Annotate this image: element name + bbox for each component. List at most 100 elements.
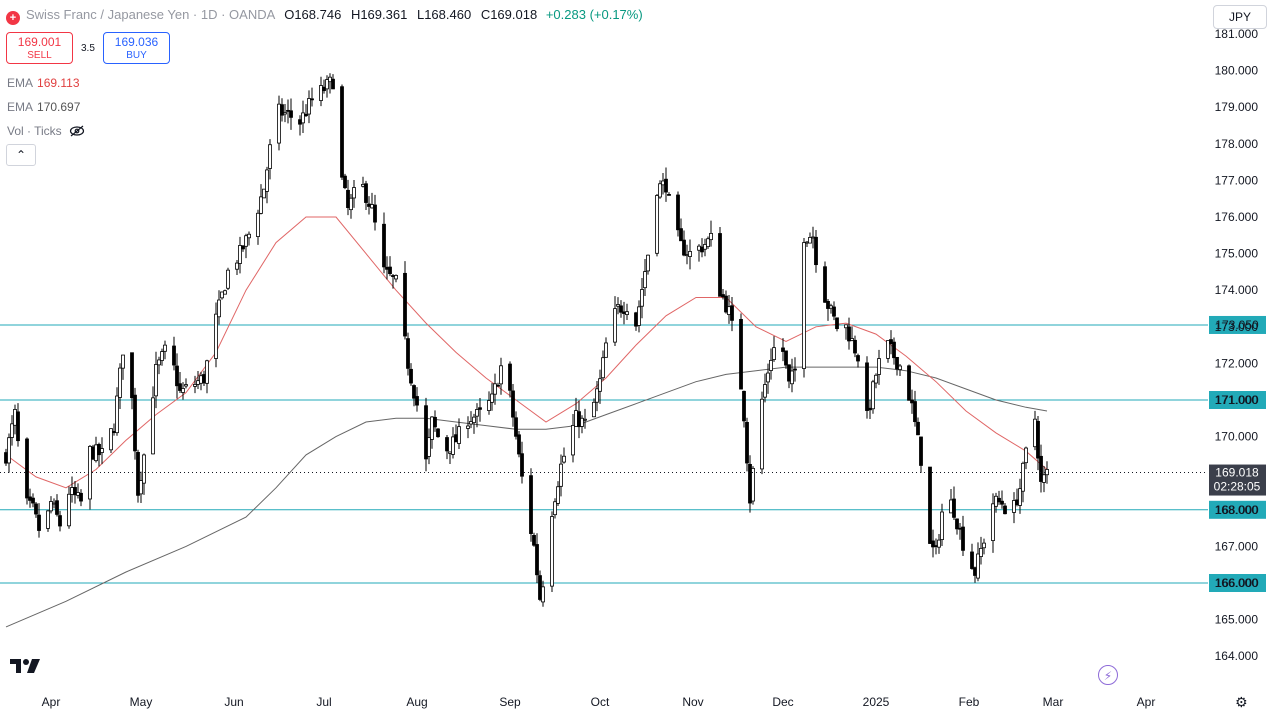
candle-body <box>640 289 644 307</box>
candle-body <box>55 500 59 515</box>
low-label: L <box>416 7 425 22</box>
candle-body <box>457 426 461 444</box>
candle-body <box>745 421 749 464</box>
level-label: 171.000 <box>1215 393 1259 407</box>
candle-body <box>1039 455 1043 482</box>
candle-body <box>1033 418 1037 448</box>
candle-body <box>979 547 983 557</box>
candle-body <box>361 183 365 187</box>
candle-body <box>178 383 182 391</box>
ema-slow-legend[interactable]: EMA 170.697 <box>7 100 80 114</box>
candle-body <box>1000 500 1004 505</box>
candle-body <box>79 492 83 502</box>
y-tick-label: 174.000 <box>1215 283 1259 297</box>
candle-body <box>934 545 938 548</box>
candle-body <box>916 421 920 436</box>
change-value: +0.283 (+0.17%) <box>545 7 643 22</box>
candle-body <box>328 76 332 83</box>
candle-body <box>100 448 104 453</box>
candle-body <box>298 119 302 125</box>
candle-body <box>793 368 797 371</box>
candle-body <box>121 354 125 369</box>
candle-body <box>931 540 935 548</box>
moving-averages <box>5 216 1048 628</box>
candle-body <box>541 586 545 603</box>
candle-body <box>394 274 398 280</box>
candle-body <box>892 341 896 359</box>
candle-body <box>538 575 542 600</box>
collapse-legend-button[interactable]: ⌃ <box>6 144 36 166</box>
candle-body <box>823 266 827 303</box>
buy-button[interactable]: 169.036 BUY <box>103 32 170 64</box>
flag-icon[interactable]: + <box>6 11 20 25</box>
level-label-bg <box>1209 500 1266 519</box>
candle-body <box>181 388 185 393</box>
candle-body <box>262 188 266 199</box>
candle-body <box>682 239 686 256</box>
candle-body <box>265 169 269 192</box>
high-value: 169.361 <box>360 7 408 22</box>
ema-fast-legend[interactable]: EMA 169.113 <box>7 76 80 90</box>
gear-icon[interactable]: ⚙ <box>1235 694 1248 710</box>
level-label: 166.000 <box>1215 576 1259 590</box>
ema-fast-line <box>5 216 1048 489</box>
candle-body <box>469 421 473 425</box>
candle-body <box>865 362 869 411</box>
candle-body <box>748 463 752 504</box>
candle-body <box>811 236 815 239</box>
y-tick-label: 172.000 <box>1215 356 1259 370</box>
eye-off-icon[interactable] <box>69 125 85 137</box>
candle-body <box>163 344 167 352</box>
sell-button[interactable]: 169.001 SELL <box>6 32 73 64</box>
candle-body <box>205 360 209 384</box>
buy-price: 169.036 <box>114 35 159 49</box>
x-tick-label: Apr <box>1137 695 1156 709</box>
y-tick-label: 164.000 <box>1215 649 1259 663</box>
y-tick-label: 181.000 <box>1215 27 1259 41</box>
candle-body <box>130 352 134 399</box>
candle-body <box>409 368 413 384</box>
candle-body <box>844 324 848 329</box>
x-tick-label: Mar <box>1043 695 1064 709</box>
candle-body <box>1018 488 1022 506</box>
sell-label: SELL <box>27 50 52 61</box>
candle-body <box>871 381 875 410</box>
candle-body <box>574 410 578 427</box>
symbol-title[interactable]: Swiss Franc / Japanese Yen · 1D · OANDA <box>26 7 275 22</box>
candle-body <box>889 339 893 345</box>
candle-body <box>658 183 662 198</box>
candle-body <box>847 326 851 342</box>
candle-body <box>994 495 998 507</box>
low-value: 168.460 <box>424 7 472 22</box>
x-tick-label: Apr <box>42 695 61 709</box>
candle-body <box>46 510 50 529</box>
candle-body <box>763 384 767 398</box>
lightning-icon[interactable]: ⚡ <box>1098 665 1118 685</box>
candle-body <box>385 266 389 270</box>
candle-body <box>94 444 98 462</box>
candle-body <box>217 299 221 318</box>
x-tick-label: Jun <box>224 695 243 709</box>
candle-body <box>370 204 374 209</box>
candle-body <box>322 86 326 92</box>
candle-body <box>751 467 755 502</box>
candle-body <box>709 232 713 241</box>
candle-body <box>67 493 71 527</box>
currency-selector[interactable]: JPY <box>1213 5 1267 29</box>
candle-body <box>937 539 941 548</box>
tradingview-logo-icon[interactable] <box>10 657 42 681</box>
candle-body <box>202 374 206 384</box>
candle-body <box>514 417 518 437</box>
candle-body <box>91 446 95 460</box>
candle-body <box>70 487 74 495</box>
candle-body <box>247 233 251 239</box>
candle-body <box>742 390 746 422</box>
candle-body <box>244 235 248 247</box>
y-tick-label: 171.000 <box>1215 393 1259 407</box>
y-tick-label: 175.000 <box>1215 247 1259 261</box>
candle-body <box>304 113 308 117</box>
volume-legend[interactable]: Vol · Ticks <box>7 124 85 138</box>
candle-body <box>238 245 242 264</box>
